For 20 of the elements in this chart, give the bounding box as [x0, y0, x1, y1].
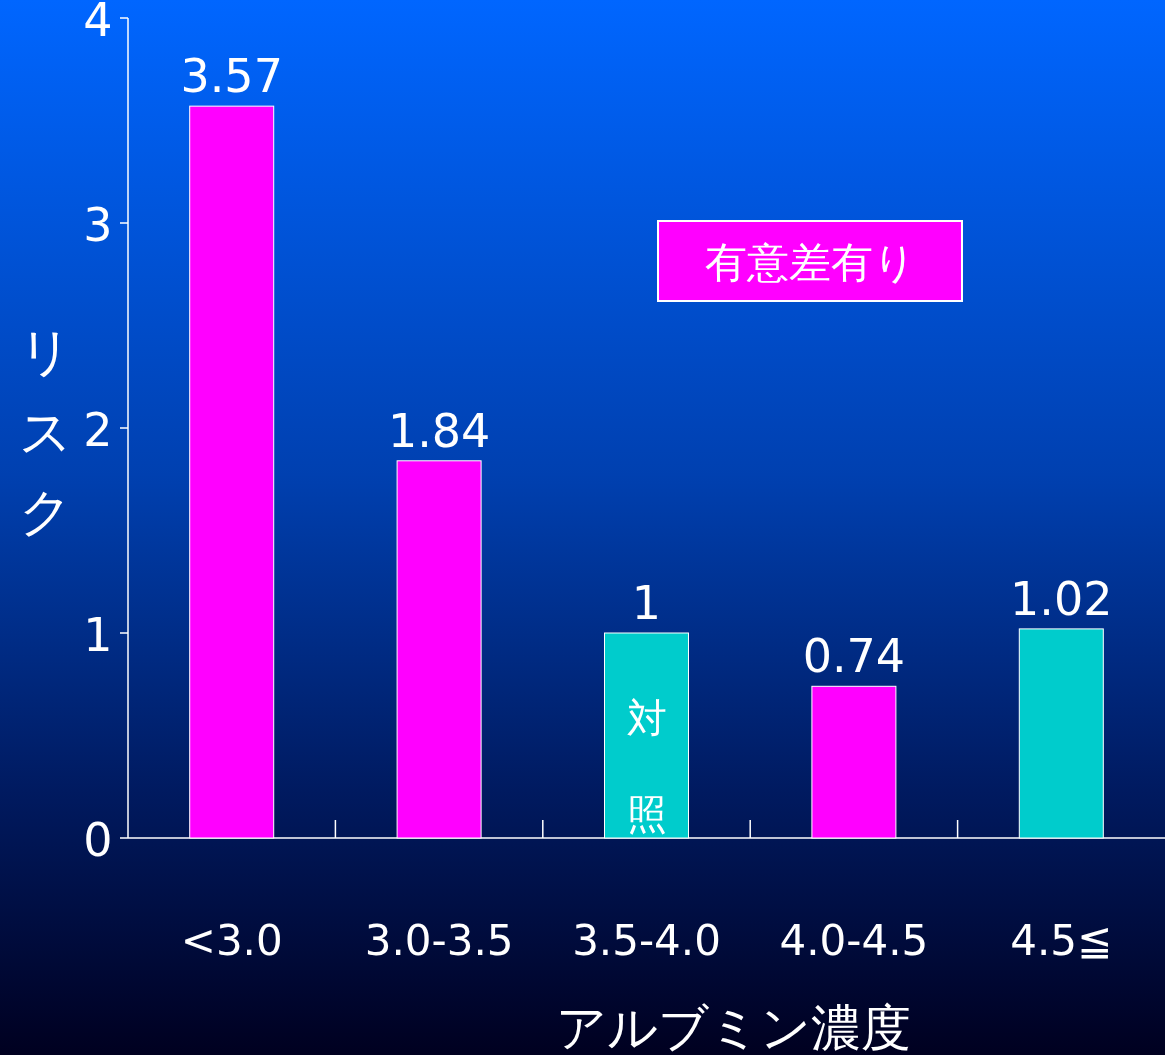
x-tick-label: 4.0-4.5 — [779, 916, 929, 965]
x-axis-title: アルブミン濃度 — [555, 999, 911, 1055]
y-tick-label: 3 — [83, 198, 113, 252]
data-label: 1.84 — [387, 403, 491, 458]
y-tick-label: 2 — [83, 403, 113, 457]
data-label: 1.02 — [1010, 571, 1113, 626]
y-tick-label: 0 — [83, 813, 113, 867]
y-tick-label: 4 — [83, 0, 113, 47]
x-tick-label: 3.5-4.0 — [572, 916, 721, 965]
data-label: 0.74 — [802, 629, 906, 684]
y-tick-label: 1 — [83, 608, 113, 662]
annotation: 有意差有り — [704, 238, 916, 287]
x-tick-label: 4.5≦ — [1010, 916, 1113, 965]
text: 対照 — [626, 695, 667, 837]
y-axis-title: リスク — [18, 322, 72, 542]
data-label: 3.57 — [180, 49, 283, 104]
x-tick-label: 3.0-3.5 — [364, 916, 514, 965]
data-label: 1 — [631, 576, 662, 630]
annotation: 有意差有り — [657, 220, 963, 302]
x-tick-label: <3.0 — [180, 916, 283, 965]
